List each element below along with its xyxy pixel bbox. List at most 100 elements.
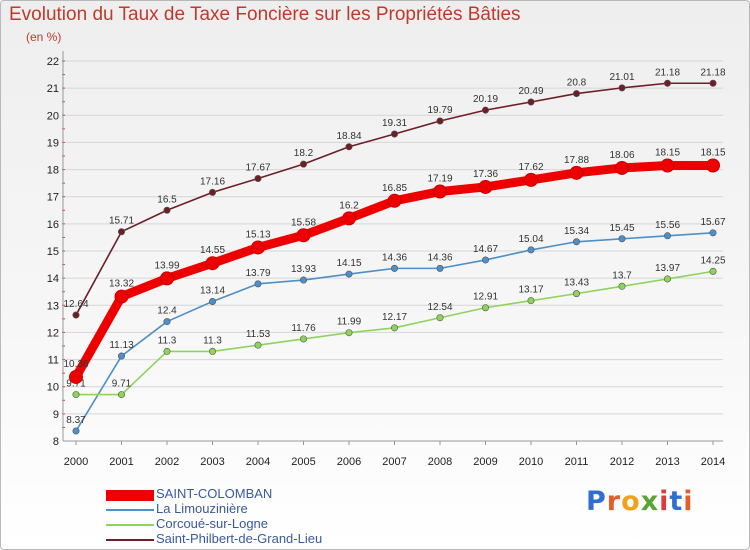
data-label: 16.85 bbox=[382, 183, 407, 194]
data-point bbox=[163, 206, 171, 214]
data-label: 8.37 bbox=[66, 415, 86, 426]
data-label: 15.34 bbox=[564, 226, 589, 237]
data-label: 17.88 bbox=[564, 155, 589, 166]
series-la-limouzini-re: 8.37 11.13 12.4 13.14 13.79 13.93 14.15 14.36 14… bbox=[66, 217, 726, 435]
data-point bbox=[299, 335, 307, 343]
data-label: 9.71 bbox=[66, 379, 86, 390]
data-point bbox=[524, 172, 538, 187]
x-tick-label: 2011 bbox=[565, 456, 589, 468]
data-label: 15.67 bbox=[700, 217, 725, 228]
series-line bbox=[75, 270, 714, 396]
data-point bbox=[254, 280, 262, 288]
x-tick-label: 2002 bbox=[155, 456, 179, 468]
data-point bbox=[572, 290, 580, 298]
data-label: 15.04 bbox=[518, 234, 543, 245]
data-label: 13.32 bbox=[109, 279, 134, 290]
legend-label: Saint-Philbert-de-Grand-Lieu bbox=[156, 531, 323, 546]
data-point bbox=[72, 427, 80, 435]
data-point bbox=[69, 369, 83, 384]
data-point bbox=[72, 311, 80, 319]
data-point bbox=[436, 117, 444, 125]
data-label: 17.19 bbox=[427, 174, 452, 185]
data-point bbox=[618, 282, 626, 290]
data-point bbox=[527, 246, 535, 254]
data-point bbox=[390, 264, 398, 272]
y-tick-label: 16 bbox=[47, 219, 59, 231]
legend-swatch bbox=[106, 508, 154, 511]
data-label: 11.53 bbox=[246, 329, 271, 340]
data-label: 20.8 bbox=[567, 78, 587, 89]
data-label: 15.71 bbox=[109, 216, 134, 227]
logo-letter: r bbox=[606, 486, 622, 517]
data-label: 14.67 bbox=[473, 244, 498, 255]
data-label: 14.15 bbox=[336, 258, 361, 269]
x-tick-label: 2014 bbox=[701, 456, 725, 468]
data-label: 13.7 bbox=[612, 270, 632, 281]
x-tick-label: 2013 bbox=[655, 456, 679, 468]
data-point bbox=[618, 84, 626, 92]
proxiti-logo: Proxiti bbox=[586, 486, 694, 517]
data-label: 13.97 bbox=[655, 263, 680, 274]
logo-letter: t bbox=[669, 486, 684, 517]
data-point bbox=[254, 341, 262, 349]
data-label: 21.18 bbox=[700, 67, 725, 78]
data-point bbox=[706, 158, 720, 173]
data-label: 12.17 bbox=[382, 312, 407, 323]
data-point bbox=[436, 264, 444, 272]
unit-label: (en %) bbox=[26, 30, 62, 44]
data-label: 13.79 bbox=[245, 268, 270, 279]
data-point bbox=[481, 256, 489, 264]
data-point bbox=[433, 184, 447, 199]
data-point bbox=[118, 391, 126, 399]
data-label: 11.3 bbox=[203, 335, 222, 346]
x-tick-label: 2009 bbox=[473, 456, 497, 468]
data-label: 18.84 bbox=[336, 131, 361, 142]
data-label: 12.91 bbox=[473, 292, 498, 303]
logo-letter: o bbox=[621, 486, 641, 517]
legend-label: Corcoué-sur-Logne bbox=[156, 516, 269, 531]
y-tick-label: 22 bbox=[47, 56, 59, 68]
data-point bbox=[615, 160, 629, 175]
series: 12.64 15.71 16.5 17.16 17.67 18.2 18.84 19.31 19… bbox=[63, 67, 726, 435]
data-label: 16.2 bbox=[339, 200, 359, 211]
data-point bbox=[390, 324, 398, 332]
data-label: 15.58 bbox=[291, 217, 316, 228]
y-tick-label: 9 bbox=[53, 409, 59, 421]
data-point bbox=[436, 314, 444, 322]
data-label: 11.76 bbox=[291, 323, 316, 334]
data-point bbox=[160, 271, 174, 286]
data-point bbox=[387, 193, 402, 208]
data-point bbox=[709, 229, 717, 237]
x-tick-label: 2008 bbox=[428, 456, 452, 468]
series-corcou-sur-logne: 9.71 9.71 11.3 11.3 11.53 11.76 11.99 12.17 12.5… bbox=[66, 255, 726, 399]
data-label: 9.71 bbox=[112, 379, 132, 390]
y-tick-label: 15 bbox=[47, 246, 59, 258]
data-label: 20.19 bbox=[473, 94, 498, 105]
data-label: 18.2 bbox=[294, 148, 314, 159]
data-point bbox=[709, 267, 717, 275]
data-point bbox=[709, 79, 717, 87]
data-point bbox=[254, 175, 262, 183]
logo-letter: P bbox=[586, 486, 607, 517]
x-tick-label: 2007 bbox=[382, 456, 406, 468]
data-point bbox=[163, 347, 171, 355]
data-label: 12.4 bbox=[157, 306, 177, 317]
data-label: 19.31 bbox=[382, 118, 407, 129]
data-label: 14.55 bbox=[200, 245, 225, 256]
x-tick-label: 2004 bbox=[246, 456, 270, 468]
data-label: 10.36 bbox=[63, 359, 88, 370]
x-tick-label: 2012 bbox=[610, 456, 634, 468]
data-point bbox=[296, 228, 311, 243]
legend-swatch bbox=[106, 523, 154, 526]
data-point bbox=[527, 297, 535, 305]
data-point bbox=[209, 297, 217, 305]
data-point bbox=[118, 352, 126, 360]
data-label: 19.79 bbox=[427, 105, 452, 116]
data-label: 11.99 bbox=[337, 317, 362, 328]
data-label: 11.3 bbox=[158, 335, 177, 346]
data-point bbox=[663, 232, 671, 240]
data-label: 14.36 bbox=[427, 252, 452, 263]
data-label: 17.36 bbox=[473, 169, 498, 180]
logo-letter: i bbox=[659, 486, 670, 517]
